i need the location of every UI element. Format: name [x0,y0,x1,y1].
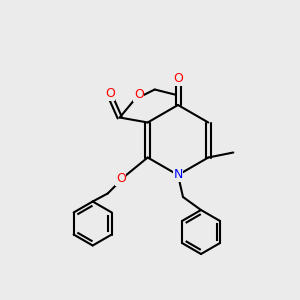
Text: O: O [134,88,144,101]
Text: N: N [173,169,183,182]
Text: O: O [173,73,183,85]
Text: O: O [105,87,115,100]
Text: O: O [116,172,126,185]
